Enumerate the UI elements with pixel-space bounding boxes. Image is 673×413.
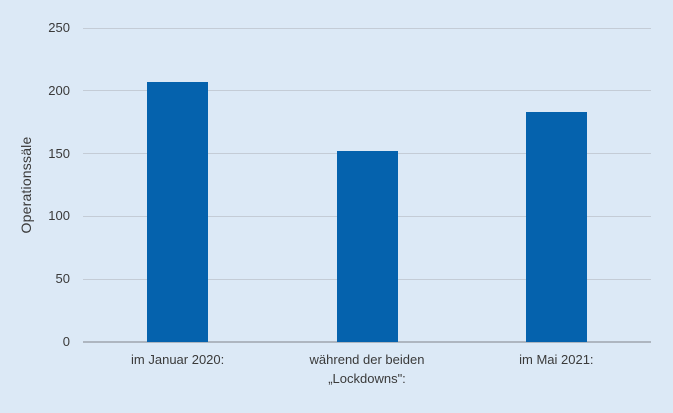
bar <box>336 151 398 342</box>
gridline <box>83 90 651 92</box>
y-tick-label: 0 <box>62 334 70 349</box>
y-tick-label: 250 <box>48 20 70 35</box>
y-tick-label: 200 <box>48 82 70 98</box>
y-tick-label: 100 <box>48 208 70 224</box>
x-axis-line <box>83 341 651 343</box>
y-tick-label: 150 <box>48 145 70 161</box>
gridline <box>83 27 651 29</box>
x-category-label: im Mai 2021: <box>519 352 594 367</box>
bar <box>147 82 209 342</box>
x-category-label: während der beiden „Lockdowns": <box>309 352 425 386</box>
y-tick-label: 50 <box>55 271 70 287</box>
x-category-label: im Januar 2020: <box>131 352 225 367</box>
bar <box>525 112 587 342</box>
y-axis-title: Operationssäle <box>18 136 34 234</box>
